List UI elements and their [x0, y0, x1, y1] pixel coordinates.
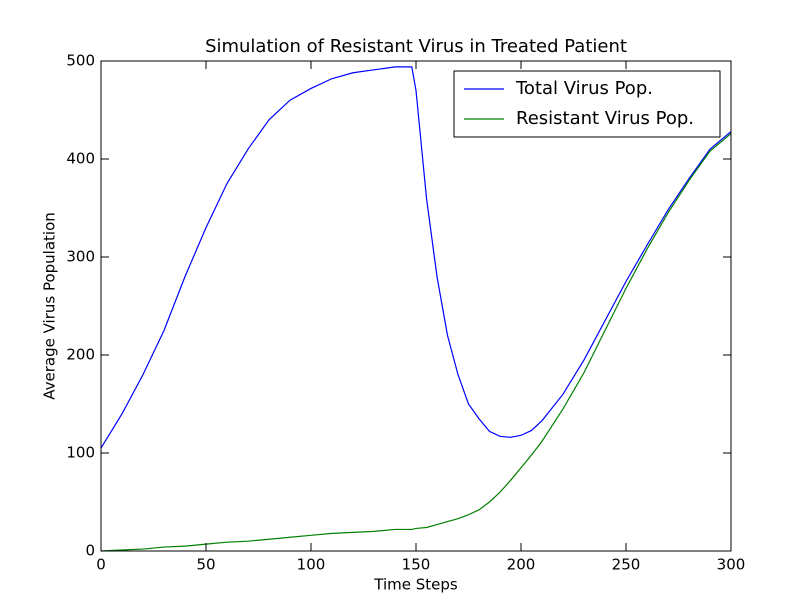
data-line	[100, 133, 732, 552]
x-axis-label: Time Steps	[373, 576, 458, 594]
y-tick-label: 200	[66, 346, 95, 364]
x-tick-label: 150	[402, 556, 431, 574]
x-tick-label: 250	[612, 556, 641, 574]
y-tick-label: 400	[66, 150, 95, 168]
y-tick-label: 500	[66, 52, 95, 70]
y-tick-label: 100	[66, 444, 95, 462]
legend-label: Total Virus Pop.	[515, 78, 653, 99]
y-tick-label: 0	[85, 542, 95, 560]
x-tick-label: 50	[196, 556, 215, 574]
data-line	[100, 66, 732, 449]
y-tick-label: 300	[66, 248, 95, 266]
legend-label: Resistant Virus Pop.	[516, 108, 694, 129]
x-tick-label: 300	[717, 556, 746, 574]
chart-title: Simulation of Resistant Virus in Treated…	[205, 36, 627, 57]
legend-box	[453, 70, 721, 138]
x-tick-label: 100	[297, 556, 326, 574]
y-axis-label: Average Virus Population	[41, 212, 59, 400]
x-tick-label: 200	[507, 556, 536, 574]
x-tick-label: 0	[96, 556, 106, 574]
